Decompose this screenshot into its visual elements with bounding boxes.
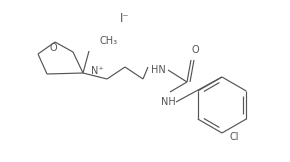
Text: CH₃: CH₃ — [99, 36, 117, 46]
Text: Cl: Cl — [230, 132, 240, 142]
Text: O: O — [49, 43, 57, 53]
Text: HN: HN — [151, 65, 165, 75]
Text: N⁺: N⁺ — [91, 66, 104, 76]
Text: I⁻: I⁻ — [120, 12, 130, 24]
Text: NH: NH — [161, 97, 175, 107]
Text: O: O — [191, 45, 199, 55]
